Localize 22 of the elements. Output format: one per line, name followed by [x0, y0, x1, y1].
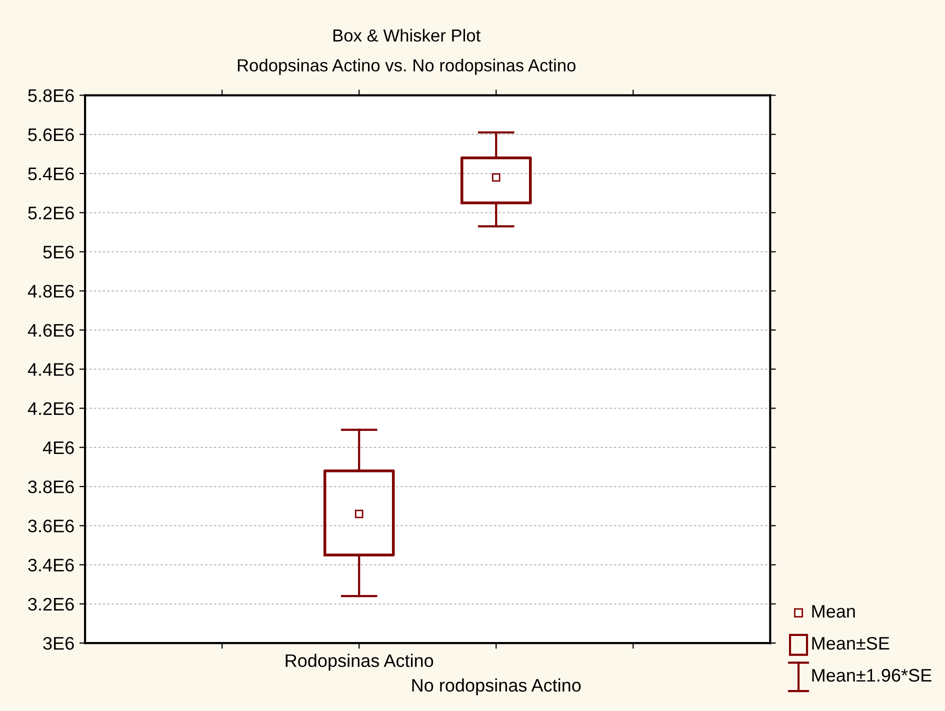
x-tick-label: No rodopsinas Actino: [412, 678, 581, 696]
y-tick-label: 5.8E6: [28, 89, 74, 102]
y-tick-label: 5.2E6: [28, 206, 74, 220]
y-tick-label: 4.6E6: [28, 324, 74, 337]
y-tick-label: 4E6: [42, 441, 74, 454]
chart-title: Box & Whisker Plot: [333, 28, 481, 42]
text: Mean±SE: [812, 636, 890, 650]
text: Mean: [812, 605, 855, 618]
y-tick-label: 3.4E6: [28, 558, 74, 572]
y-tick-label: 4.2E6: [28, 402, 74, 415]
y-tick-label: 5E6: [43, 246, 74, 258]
y-tick-label: 5.6E6: [28, 128, 74, 142]
x-tick-label: Rodopsinas Actino: [286, 654, 434, 671]
chart-subtitle: Rodopsinas Actino vs. No rodopsinas Actino: [238, 58, 576, 75]
text: Mean±1.96*SE: [812, 668, 932, 682]
y-tick-label: 4.4E6: [28, 363, 74, 376]
y-tick-label: 3E6: [43, 636, 74, 650]
y-tick-label: 5.4E6: [28, 167, 74, 180]
y-tick-label: 3.2E6: [28, 598, 74, 611]
y-tick-label: 3.6E6: [28, 520, 74, 532]
y-tick-label: 4.8E6: [28, 284, 74, 298]
y-tick-label: 3.8E6: [28, 480, 74, 494]
